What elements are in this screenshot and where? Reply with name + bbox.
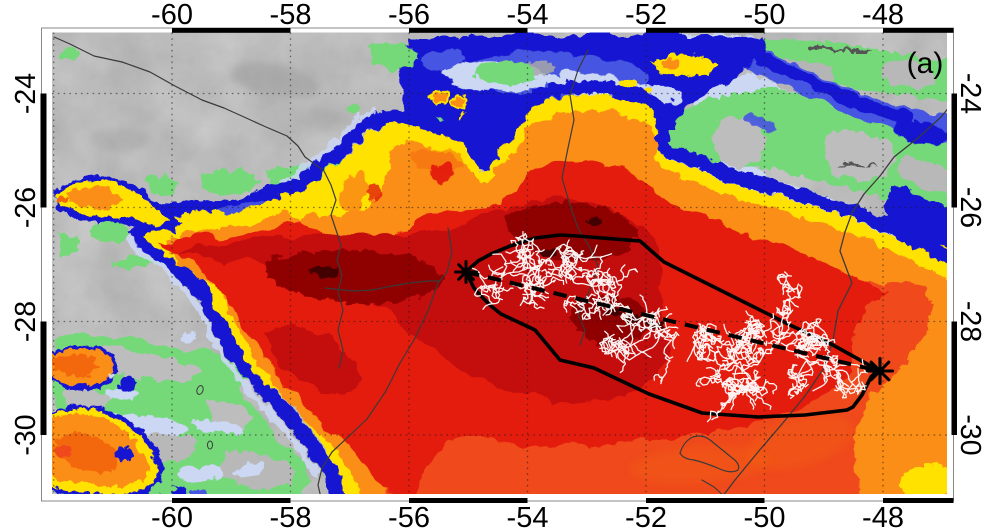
svg-text:-30: -30 [10, 414, 42, 455]
svg-text:-30: -30 [954, 414, 986, 455]
svg-text:-60: -60 [151, 0, 193, 31]
svg-text:-54: -54 [507, 502, 549, 532]
svg-text:-58: -58 [270, 502, 312, 532]
svg-text:-58: -58 [270, 0, 312, 31]
svg-text:-56: -56 [388, 0, 430, 31]
svg-text:-52: -52 [625, 502, 667, 532]
svg-text:-24: -24 [954, 73, 986, 114]
svg-text:-50: -50 [744, 502, 786, 532]
svg-text:-60: -60 [151, 502, 193, 532]
svg-text:(a): (a) [907, 47, 944, 80]
svg-text:-50: -50 [744, 0, 786, 31]
svg-text:-48: -48 [862, 502, 904, 532]
svg-text:-28: -28 [954, 301, 986, 342]
svg-text:-52: -52 [625, 0, 667, 31]
svg-text:-54: -54 [507, 0, 549, 31]
svg-text:-24: -24 [10, 73, 42, 114]
svg-text:-56: -56 [388, 502, 430, 532]
svg-text:-48: -48 [862, 0, 904, 31]
svg-text:-26: -26 [10, 187, 42, 228]
svg-text:-28: -28 [10, 301, 42, 342]
svg-text:-26: -26 [954, 187, 986, 228]
